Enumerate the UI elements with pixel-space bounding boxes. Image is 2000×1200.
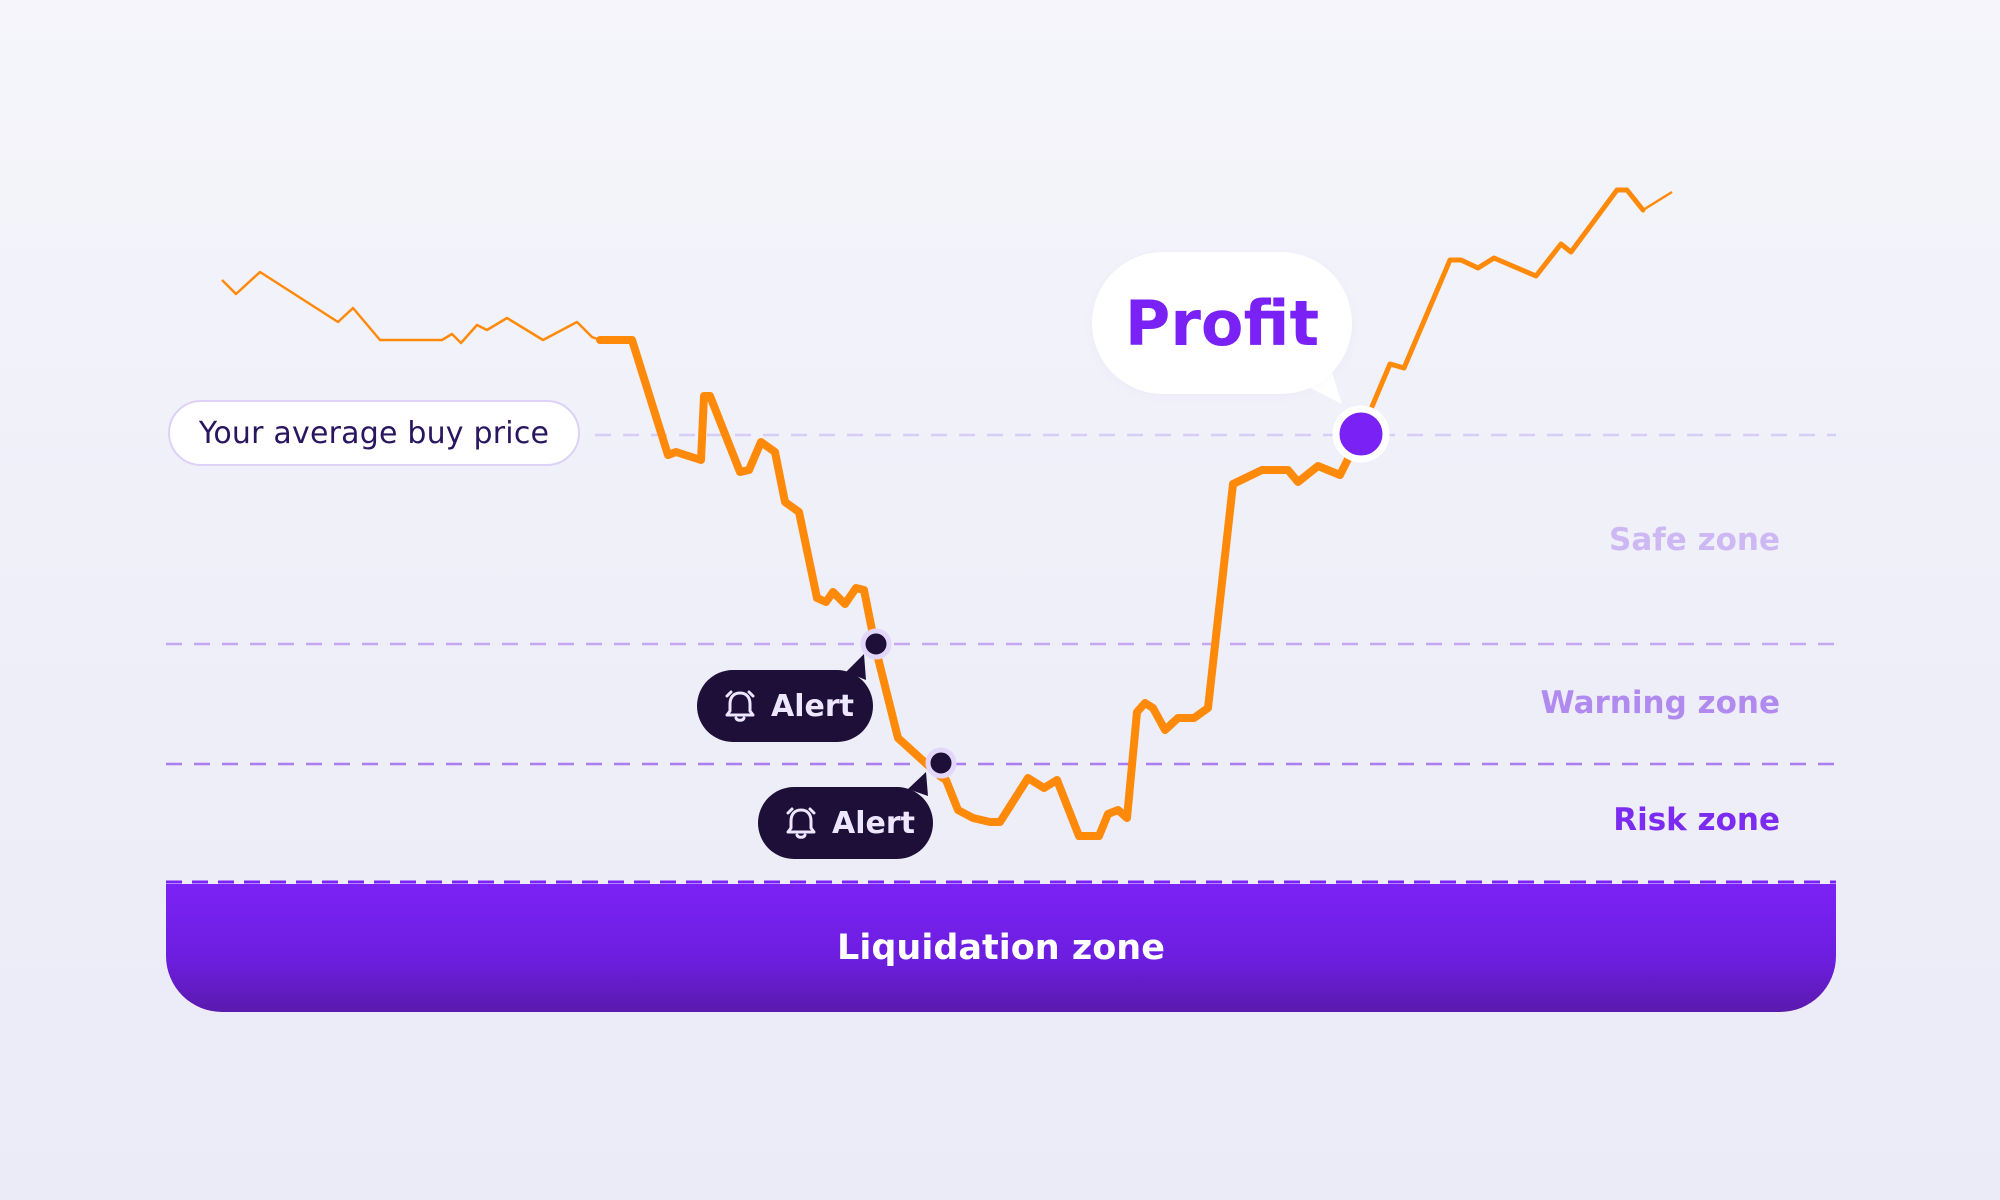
profit-callout: Profit (1092, 252, 1352, 394)
warning-crossing-marker (860, 628, 892, 660)
average-buy-price-text: Your average buy price (198, 415, 550, 451)
alert-badge: Alert (758, 787, 933, 859)
average-buy-price-label: Your average buy price (168, 400, 580, 466)
liquidation-zone: Liquidation zone (166, 884, 1836, 1012)
safe-zone-label: Safe zone (1609, 522, 1780, 558)
price-line (596, 336, 1364, 840)
risk-zone-label: Risk zone (1613, 802, 1780, 838)
price-line-end (1357, 187, 1646, 438)
alert-badge: Alert (697, 670, 873, 742)
price-line-tail (1642, 190, 1673, 212)
alert-label: Alert (771, 688, 854, 724)
liquidation-zone-label: Liquidation zone (837, 928, 1165, 968)
price-line-thin-start (221, 270, 601, 345)
profit-label: Profit (1124, 286, 1320, 360)
warning-zone-label: Warning zone (1540, 685, 1780, 721)
alert-label: Alert (832, 805, 915, 841)
risk-crossing-marker (925, 747, 957, 779)
alarm-bell-icon (725, 690, 755, 722)
profit-marker (1332, 405, 1390, 463)
alarm-bell-icon (786, 807, 816, 839)
